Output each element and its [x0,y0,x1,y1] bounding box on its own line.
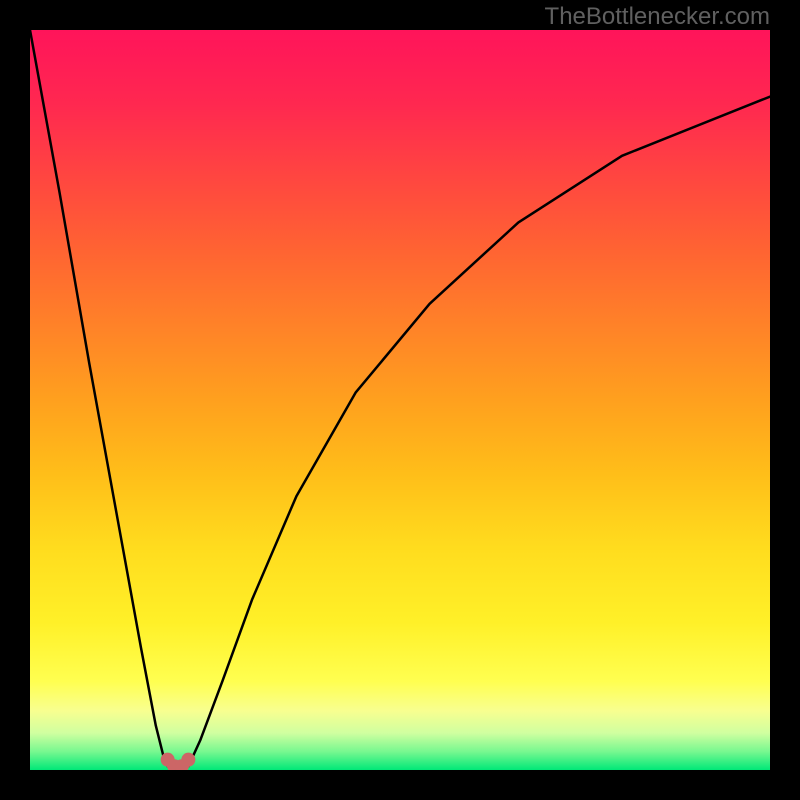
bottleneck-chart [30,30,770,770]
floor-marker-dot [181,753,195,767]
watermark-text: TheBottlenecker.com [545,3,770,31]
